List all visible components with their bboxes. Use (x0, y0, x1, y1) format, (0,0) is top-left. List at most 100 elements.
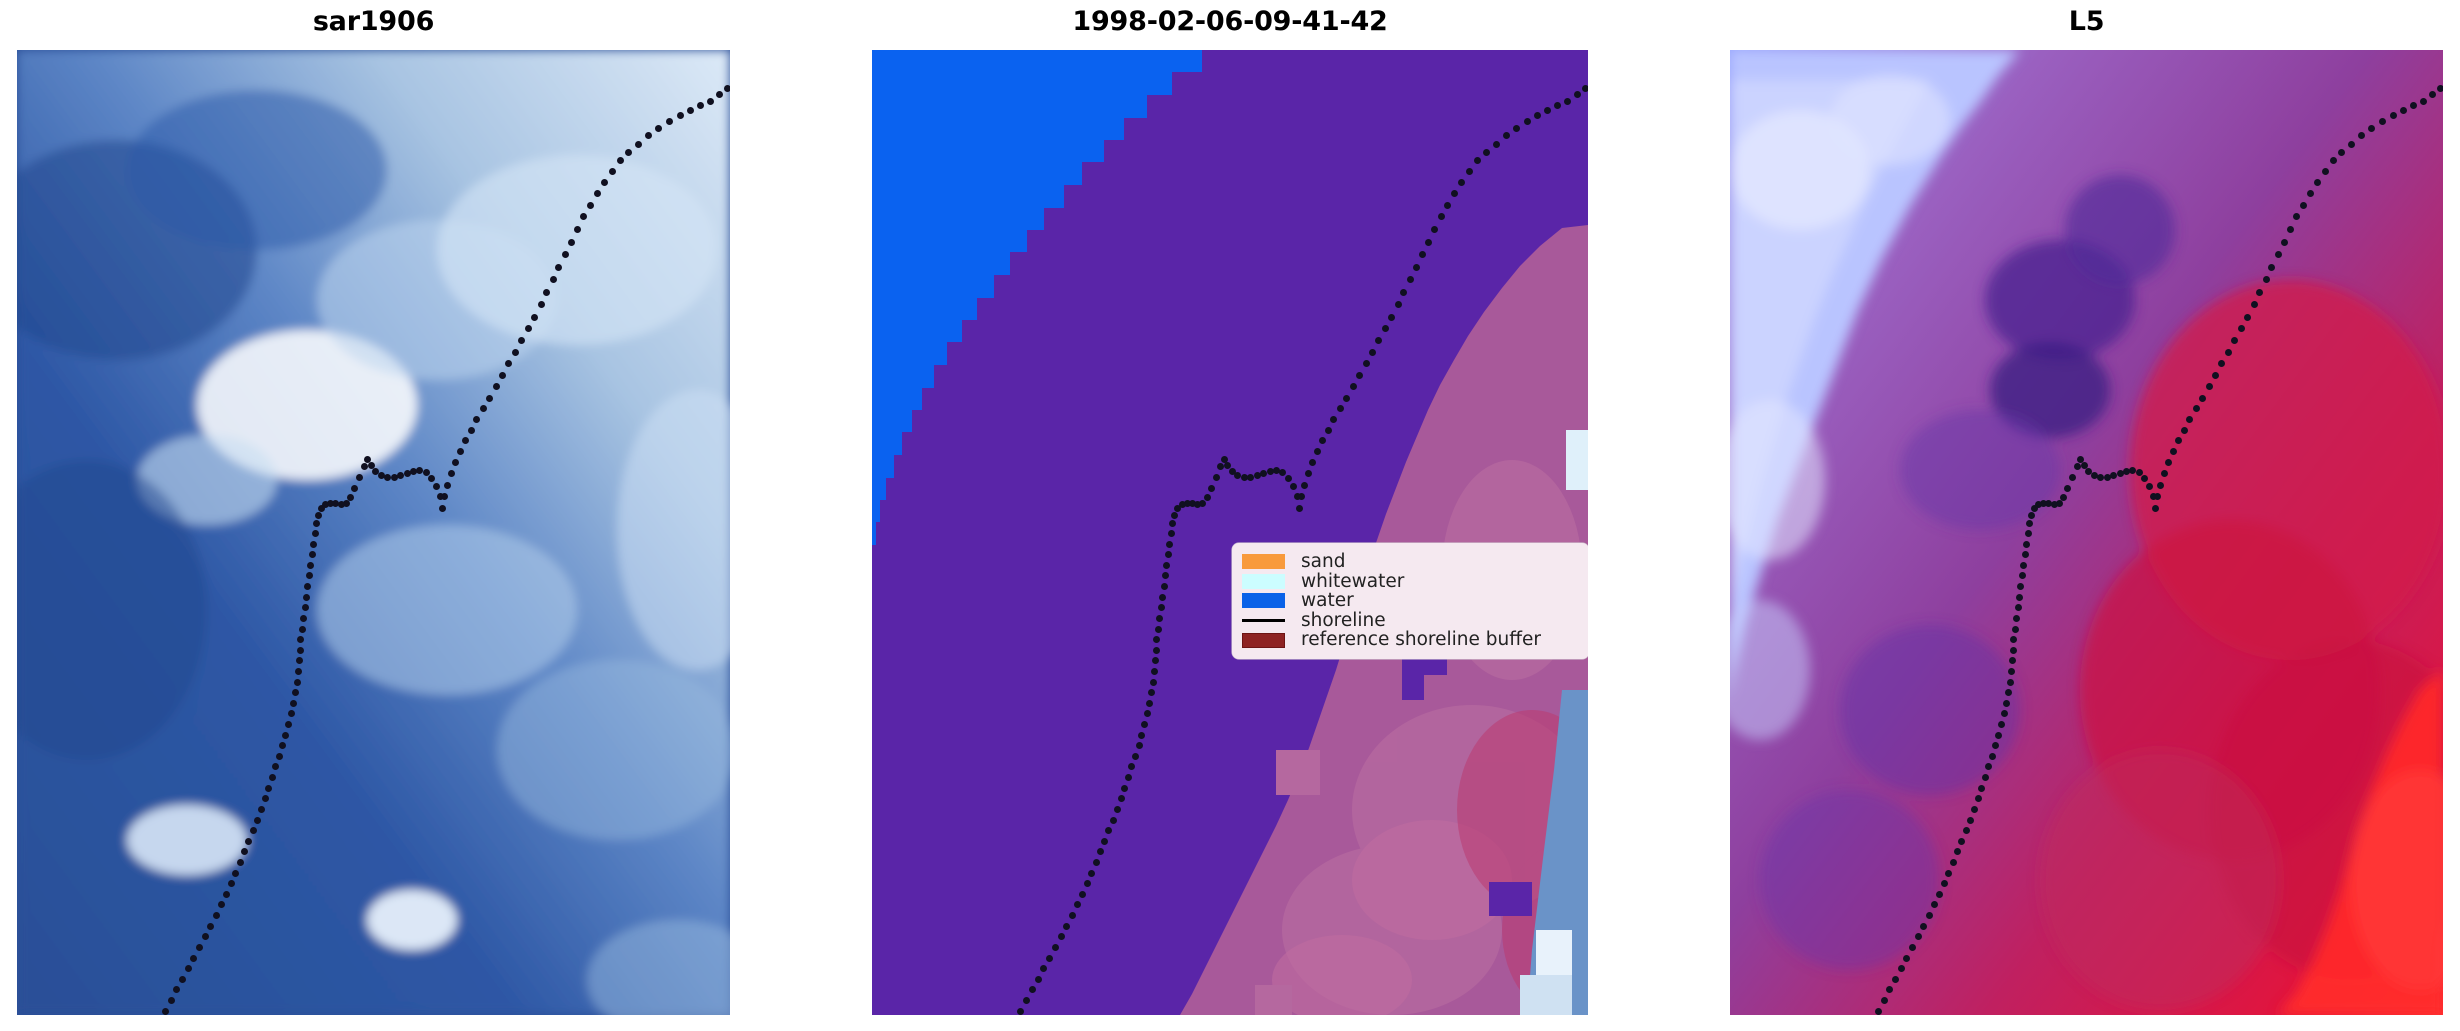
shoreline-dot (1253, 472, 1261, 480)
shoreline-dot (2348, 141, 2356, 149)
shoreline-dot (1146, 699, 1154, 707)
shoreline-dot (1034, 975, 1042, 983)
legend-item-reference-shoreline-buffer[interactable]: reference shoreline buffer (1242, 630, 1578, 650)
shoreline-dot (1412, 263, 1420, 271)
shoreline-dot (1285, 474, 1293, 482)
shoreline-dot (2030, 504, 2038, 512)
shoreline-dot (1046, 954, 1054, 962)
shoreline-dot (1247, 473, 1255, 481)
shoreline-dot (2250, 301, 2258, 309)
shoreline-dot (1279, 469, 1287, 477)
shoreline-dot (1295, 504, 1303, 512)
shoreline-dot (1978, 784, 1986, 792)
shoreline-dot (1135, 742, 1143, 750)
shoreline-dot (444, 481, 452, 489)
shoreline-dot (555, 263, 563, 271)
shoreline-dot (2329, 157, 2337, 165)
shoreline-dot (1554, 102, 1562, 110)
shoreline-dot (467, 426, 475, 434)
shoreline-dot (1224, 462, 1232, 470)
shoreline-dot (2014, 604, 2022, 612)
shoreline-dot (2262, 276, 2270, 284)
shoreline-dot (676, 112, 684, 120)
shoreline-dot (543, 288, 551, 296)
shoreline-dot (2164, 458, 2172, 466)
legend-item-water[interactable]: water (1242, 591, 1578, 611)
shoreline-dot (2110, 472, 2118, 480)
shoreline-dot (2077, 455, 2085, 463)
shoreline-dot (586, 201, 594, 209)
shoreline-dot (2174, 437, 2182, 445)
shoreline-dot (1949, 859, 1957, 867)
panel-image-l5 (1730, 50, 2443, 1015)
shoreline-dot (2010, 636, 2018, 644)
shoreline-overlay-classification (872, 50, 1588, 1015)
shoreline-dot (625, 148, 633, 156)
legend-item-whitewater[interactable]: whitewater (1242, 571, 1578, 592)
shoreline-dot (1300, 481, 1308, 489)
shoreline-dot (397, 472, 405, 480)
shoreline-dot (272, 763, 280, 771)
shoreline-dot (1874, 1007, 1882, 1015)
legend-label-water: water (1301, 590, 1354, 612)
shoreline-dot (342, 500, 350, 508)
shoreline-dot (2224, 348, 2232, 356)
shoreline-dot (456, 447, 464, 455)
legend-item-sand[interactable]: sand (1242, 552, 1578, 572)
shoreline-dot (1891, 975, 1899, 983)
shoreline-dot (1234, 472, 1242, 480)
shoreline-dot (1293, 493, 1301, 501)
shoreline-dot (499, 371, 507, 379)
shoreline-dot (2020, 561, 2028, 569)
shoreline-dot (1203, 494, 1211, 502)
legend-label-reference-shoreline-buffer: reference shoreline buffer (1301, 629, 1541, 651)
shoreline-dot (322, 501, 330, 508)
shoreline-dot (2006, 678, 2014, 686)
shoreline-dot (1512, 124, 1520, 132)
shoreline-dot (1290, 482, 1298, 490)
shoreline-dot (2154, 493, 2162, 501)
shoreline-dot (1362, 360, 1370, 368)
water-swatch (1242, 591, 1288, 611)
shoreline-dot (524, 325, 532, 333)
shoreline-dot (1981, 774, 1989, 782)
shoreline-dot (1154, 625, 1162, 633)
shoreline-dot (223, 890, 231, 898)
shoreline-dot (1406, 276, 1414, 284)
shoreline-dot (715, 90, 723, 98)
shoreline-dot (2025, 520, 2033, 528)
shoreline-dot (312, 520, 320, 528)
shoreline-dot (295, 657, 303, 665)
shoreline-dot (2306, 190, 2314, 198)
shoreline-dot (372, 468, 380, 476)
shoreline-dot (573, 225, 581, 233)
shoreline-dot (293, 678, 301, 686)
shoreline-dot (601, 178, 608, 186)
shoreline-dot (249, 827, 257, 835)
shoreline-dot (2368, 124, 2376, 132)
shoreline-dot (479, 405, 487, 413)
shoreline-dot (1304, 470, 1312, 478)
shoreline-dot (2001, 710, 2008, 718)
shoreline-dot (2180, 426, 2188, 434)
shoreline-dot (2011, 625, 2019, 633)
shoreline-dot (161, 1007, 169, 1015)
shoreline-dot (261, 795, 269, 803)
shoreline-dot (1152, 657, 1160, 665)
shoreline-dot (232, 869, 240, 877)
shoreline-dot (213, 912, 221, 920)
legend-box: sand whitewater water shoreline (1232, 543, 1588, 659)
shoreline-dot (347, 494, 355, 502)
shoreline-dot (1466, 168, 1474, 176)
shoreline-dot (1188, 500, 1196, 508)
shoreline-dot (1105, 827, 1113, 835)
shoreline-dot (1162, 572, 1170, 580)
shoreline-dot (292, 689, 300, 697)
legend-item-shoreline[interactable]: shoreline (1242, 611, 1578, 631)
shoreline-dot (2280, 238, 2288, 246)
shoreline-dot (296, 646, 304, 654)
shoreline-dot (2005, 689, 2013, 697)
shoreline-dot (173, 986, 181, 994)
whitewater-swatch (1242, 572, 1288, 592)
shoreline-dot (311, 529, 319, 537)
